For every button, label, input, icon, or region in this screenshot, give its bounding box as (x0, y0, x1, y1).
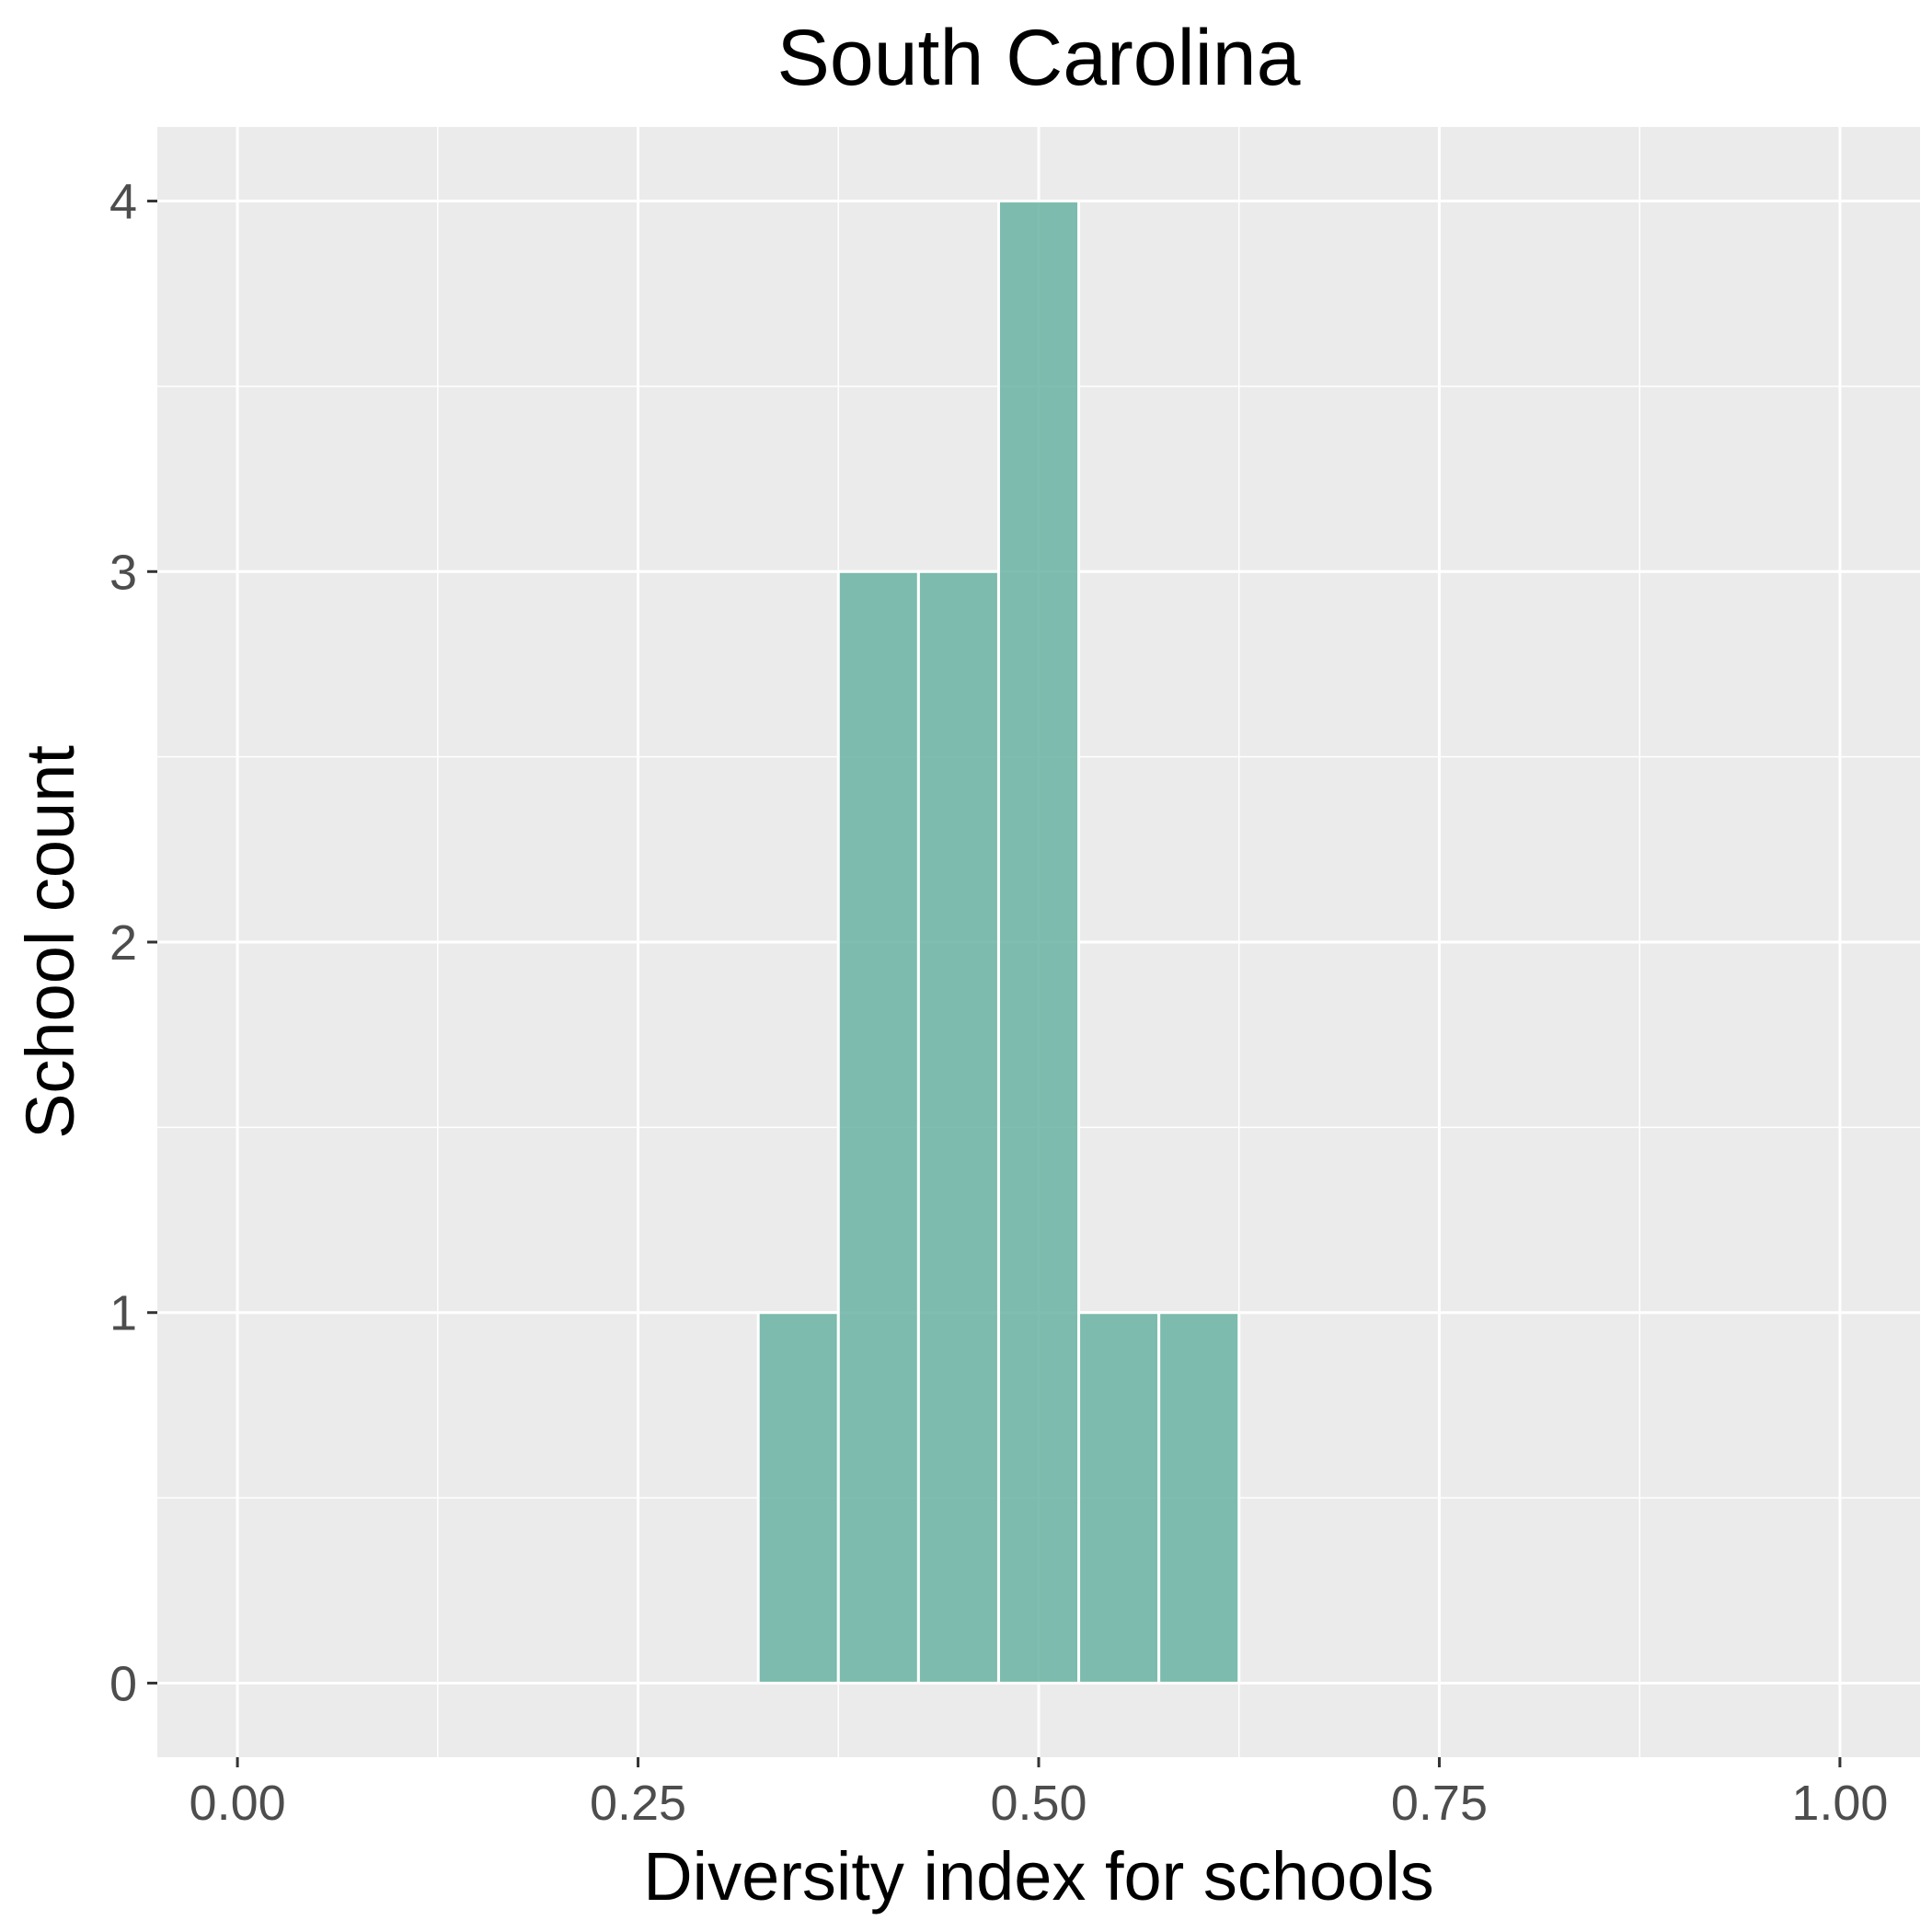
y-tick-label: 4 (109, 175, 137, 230)
chart-title: South Carolina (777, 14, 1301, 102)
x-axis-title: Diversity index for schools (643, 1838, 1434, 1915)
histogram-bar (836, 569, 920, 1685)
histogram-bars (756, 200, 1241, 1685)
histogram-bar (916, 569, 1000, 1685)
x-tick-label: 0.25 (590, 1776, 686, 1831)
y-tick-label: 3 (109, 545, 137, 600)
histogram-bar (996, 200, 1081, 1685)
histogram-bar (756, 1311, 840, 1685)
histogram-bar (1077, 1311, 1161, 1685)
y-axis-ticks: 0 1 2 3 4 (109, 175, 157, 1711)
x-tick-label: 0.00 (190, 1776, 286, 1831)
y-axis-title: School count (12, 745, 88, 1139)
histogram-bar (1157, 1311, 1241, 1685)
x-tick-label: 1.00 (1791, 1776, 1888, 1831)
y-tick-label: 1 (109, 1286, 137, 1341)
x-tick-label: 0.75 (1391, 1776, 1488, 1831)
x-tick-label: 0.50 (990, 1776, 1087, 1831)
x-axis-ticks: 0.00 0.25 0.50 0.75 1.00 (190, 1757, 1888, 1831)
y-tick-label: 2 (109, 915, 137, 971)
y-tick-label: 0 (109, 1656, 137, 1711)
